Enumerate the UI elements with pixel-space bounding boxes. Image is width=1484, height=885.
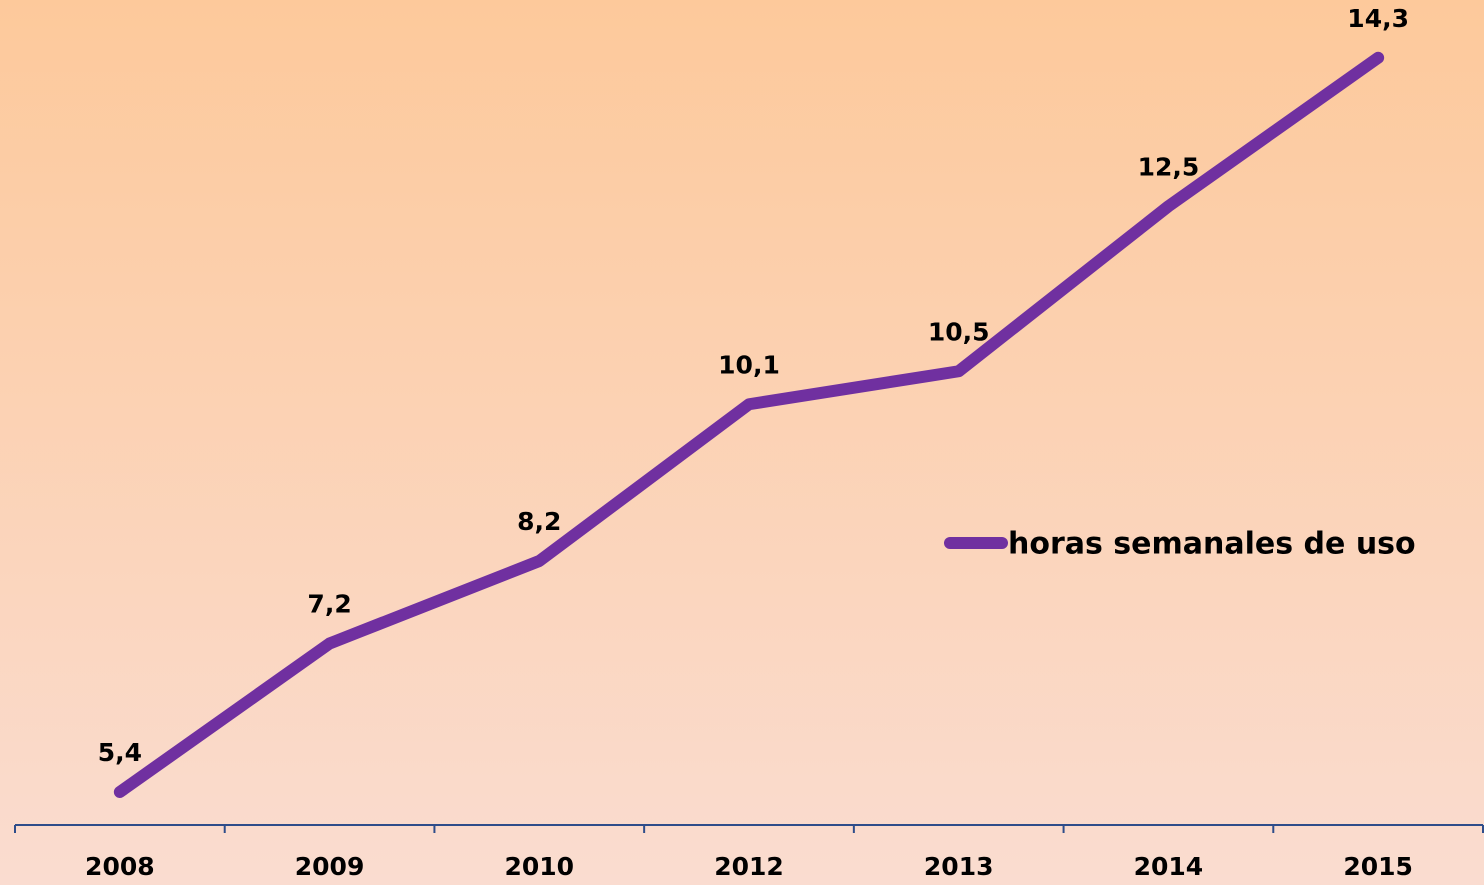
x-tick-label: 2013: [924, 852, 994, 881]
x-tick-label: 2009: [295, 852, 365, 881]
x-tick-label: 2010: [504, 852, 574, 881]
x-tick-label: 2014: [1134, 852, 1204, 881]
x-tick-label: 2012: [714, 852, 784, 881]
x-tick-label: 2008: [85, 852, 155, 881]
data-line: [113, 51, 1385, 798]
data-label: 8,2: [517, 507, 561, 536]
data-label: 7,2: [307, 590, 351, 619]
legend-label: horas semanales de uso: [1008, 527, 1416, 562]
data-label: 10,1: [718, 350, 780, 379]
data-label: 14,3: [1347, 4, 1409, 33]
x-tick-label: 2015: [1343, 852, 1413, 881]
data-label: 5,4: [98, 738, 142, 767]
data-label: 10,5: [928, 317, 990, 346]
data-label: 12,5: [1138, 152, 1200, 181]
